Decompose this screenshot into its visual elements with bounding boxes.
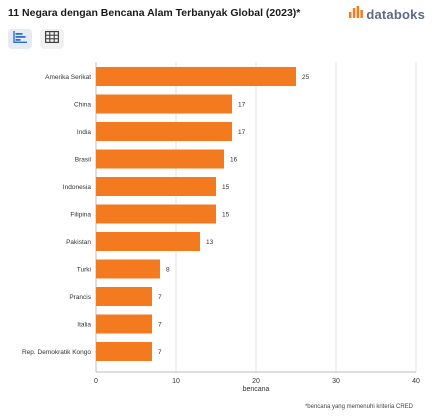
category-label: Filipina — [70, 212, 91, 219]
x-tick-label: 0 — [94, 378, 98, 385]
category-label: Indonesia — [63, 184, 92, 191]
value-label: 25 — [302, 74, 310, 81]
gridlines — [95, 62, 417, 373]
category-label: China — [74, 102, 91, 109]
value-label: 15 — [222, 212, 230, 219]
value-label: 17 — [238, 102, 246, 109]
category-label: Turki — [77, 267, 91, 274]
value-label: 8 — [166, 267, 170, 274]
category-label: India — [77, 129, 91, 136]
x-tick-labels: 0 10 20 30 40 — [94, 378, 420, 385]
bars — [96, 67, 296, 361]
bar[interactable] — [96, 204, 216, 224]
category-label: Amerika Serikat — [45, 74, 91, 81]
bar[interactable] — [96, 232, 200, 251]
databoks-logo-text: databoks — [366, 6, 425, 22]
value-label: 16 — [230, 157, 238, 164]
x-tick-label: 20 — [252, 378, 260, 385]
bar[interactable] — [96, 342, 152, 361]
x-axis-title: bencana — [243, 386, 270, 393]
category-label: Italia — [77, 322, 91, 329]
chart-title: 11 Negara dengan Bencana Alam Terbanyak … — [8, 7, 301, 19]
view-toolbar — [8, 29, 64, 49]
bar[interactable] — [96, 67, 296, 86]
bar-chart-icon — [13, 30, 27, 48]
chart-view-button[interactable] — [8, 29, 32, 49]
value-label: 7 — [158, 322, 162, 329]
category-label: Prancis — [69, 294, 91, 301]
x-tick-label: 10 — [172, 378, 180, 385]
bar[interactable] — [96, 287, 152, 306]
value-label: 7 — [158, 294, 162, 301]
category-label: Rep. Demokratik Kongo — [22, 349, 91, 356]
footnote: *bencana yang memenuhi kriteria CRED — [304, 404, 413, 410]
category-label: Pakistan — [66, 239, 91, 246]
category-labels: Amerika Serikat China India Brasil Indonesia… — [22, 74, 92, 356]
bar[interactable] — [96, 314, 152, 334]
databoks-logo-icon — [349, 5, 364, 23]
value-labels: 25 17 17 16 15 15 13 8 7 7 7 — [158, 74, 310, 356]
value-label: 15 — [222, 184, 230, 191]
bar[interactable] — [96, 94, 232, 114]
value-label: 7 — [158, 349, 162, 356]
x-tick-label: 30 — [332, 378, 340, 385]
value-label: 17 — [238, 129, 246, 136]
value-label: 13 — [206, 239, 214, 246]
bar[interactable] — [96, 149, 224, 169]
table-grid-icon — [45, 30, 59, 48]
bar[interactable] — [96, 177, 216, 196]
bar[interactable] — [96, 259, 160, 279]
databoks-logo[interactable]: databoks — [349, 5, 425, 23]
x-tick-label: 40 — [412, 378, 420, 385]
bar[interactable] — [96, 122, 232, 141]
category-label: Brasil — [75, 157, 92, 164]
table-view-button[interactable] — [40, 29, 64, 49]
